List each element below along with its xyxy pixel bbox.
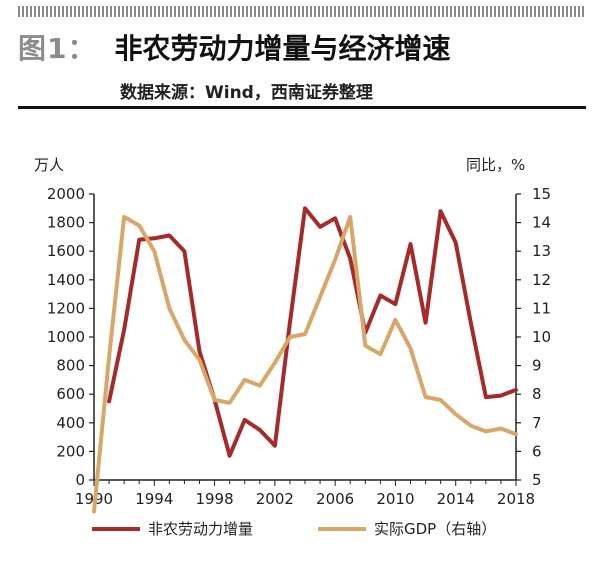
x-tick-label: 2014 (437, 490, 475, 508)
right-tick-label: 11 (532, 299, 551, 317)
x-tick-label: 2002 (256, 490, 294, 508)
legend-label-labor: 非农劳动力增量 (148, 520, 254, 538)
x-tick-label: 1998 (195, 490, 233, 508)
left-tick-label: 0 (75, 471, 85, 489)
right-tick-label: 8 (532, 385, 542, 403)
right-tick-label: 10 (532, 328, 551, 346)
left-tick-label: 200 (56, 442, 85, 460)
left-tick-label: 2000 (47, 185, 85, 203)
right-tick-label: 9 (532, 357, 542, 375)
left-tick-label: 1400 (47, 271, 85, 289)
left-tick-label: 1600 (47, 242, 85, 260)
legend-item-gdp: 实际GDP（右轴） (318, 518, 496, 539)
right-tick-label: 7 (532, 414, 542, 432)
figure-label: 图1： (18, 32, 97, 65)
x-tick-label: 2006 (316, 490, 354, 508)
right-tick-label: 5 (532, 471, 542, 489)
labor-series-line (107, 206, 518, 458)
header-hatch-bar (18, 6, 586, 17)
legend-label-gdp: 实际GDP（右轴） (374, 520, 497, 538)
left-tick-label: 400 (56, 414, 85, 432)
legend-swatch-labor (92, 526, 140, 531)
left-tick-label: 600 (56, 385, 85, 403)
left-axis-unit: 万人 (34, 156, 65, 174)
right-tick-label: 13 (532, 242, 551, 260)
right-tick-label: 12 (532, 271, 551, 289)
left-tick-label: 800 (56, 357, 85, 375)
right-axis-unit: 同比，% (466, 156, 526, 174)
legend-item-labor: 非农劳动力增量 (92, 518, 253, 539)
right-tick-label: 14 (532, 214, 551, 232)
chart-title: 非农劳动力增量与经济增速 (114, 32, 451, 65)
left-tick-label: 1000 (47, 328, 85, 346)
x-tick-label: 2018 (497, 490, 535, 508)
right-tick-label: 6 (532, 442, 542, 460)
header-rule (18, 106, 586, 109)
x-tick-label: 2010 (376, 490, 414, 508)
data-source: 数据来源：Wind，西南证券整理 (120, 83, 373, 103)
legend-swatch-gdp (318, 526, 366, 531)
left-tick-label: 1800 (47, 214, 85, 232)
right-tick-label: 15 (532, 185, 551, 203)
title-row: 图1： 非农劳动力增量与经济增速 (18, 26, 451, 68)
gdp-series-line (92, 214, 518, 514)
left-tick-label: 1200 (47, 299, 85, 317)
x-tick-label: 1994 (135, 490, 173, 508)
